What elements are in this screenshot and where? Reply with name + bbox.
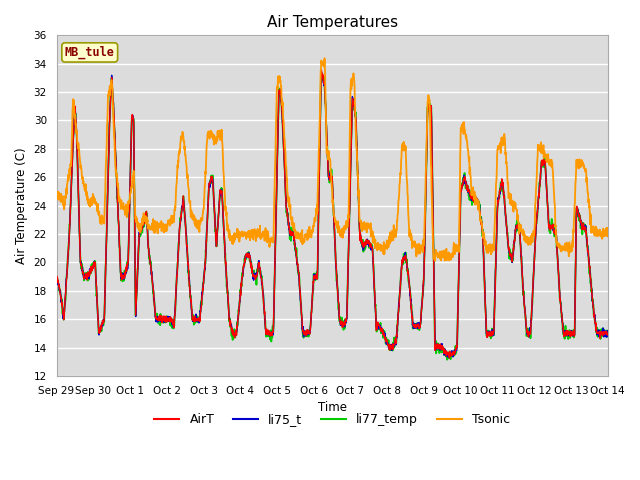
li75_t xyxy=(52,275,60,281)
li77_temp xyxy=(317,69,325,75)
Tsonic xyxy=(604,225,612,231)
AirT xyxy=(317,67,325,73)
Tsonic xyxy=(321,55,328,61)
Legend: AirT, li75_t, li77_temp, Tsonic: AirT, li75_t, li77_temp, Tsonic xyxy=(150,408,515,431)
AirT xyxy=(604,332,612,337)
Tsonic xyxy=(52,192,60,197)
AirT xyxy=(321,84,329,90)
Tsonic xyxy=(588,224,596,230)
Y-axis label: Air Temperature (C): Air Temperature (C) xyxy=(15,147,28,264)
li75_t xyxy=(445,355,453,360)
X-axis label: Time: Time xyxy=(317,401,347,414)
Tsonic xyxy=(588,229,596,235)
Tsonic xyxy=(321,60,329,65)
AirT xyxy=(306,330,314,336)
li75_t xyxy=(604,330,612,336)
li77_temp xyxy=(487,332,495,338)
li77_temp xyxy=(444,357,451,362)
AirT xyxy=(588,291,596,297)
Line: Tsonic: Tsonic xyxy=(56,58,608,261)
li75_t xyxy=(317,70,325,76)
li75_t xyxy=(81,275,88,281)
li77_temp xyxy=(81,270,88,276)
li75_t xyxy=(321,80,329,85)
Line: AirT: AirT xyxy=(56,70,608,358)
Line: li77_temp: li77_temp xyxy=(56,72,608,360)
li75_t xyxy=(588,292,596,298)
AirT xyxy=(81,274,88,280)
li77_temp xyxy=(306,327,314,333)
li77_temp xyxy=(588,298,596,304)
AirT xyxy=(588,295,596,300)
li77_temp xyxy=(604,334,612,339)
Tsonic xyxy=(306,231,314,237)
Tsonic xyxy=(81,187,88,192)
li75_t xyxy=(588,298,596,304)
li75_t xyxy=(487,332,495,337)
li77_temp xyxy=(52,276,60,282)
Tsonic xyxy=(487,252,495,257)
li75_t xyxy=(306,328,314,334)
li77_temp xyxy=(588,291,596,297)
Text: MB_tule: MB_tule xyxy=(65,46,115,59)
AirT xyxy=(487,333,495,339)
AirT xyxy=(445,355,453,361)
li77_temp xyxy=(321,88,329,94)
Title: Air Temperatures: Air Temperatures xyxy=(266,15,397,30)
Tsonic xyxy=(431,258,439,264)
Line: li75_t: li75_t xyxy=(56,73,608,358)
AirT xyxy=(52,273,60,278)
